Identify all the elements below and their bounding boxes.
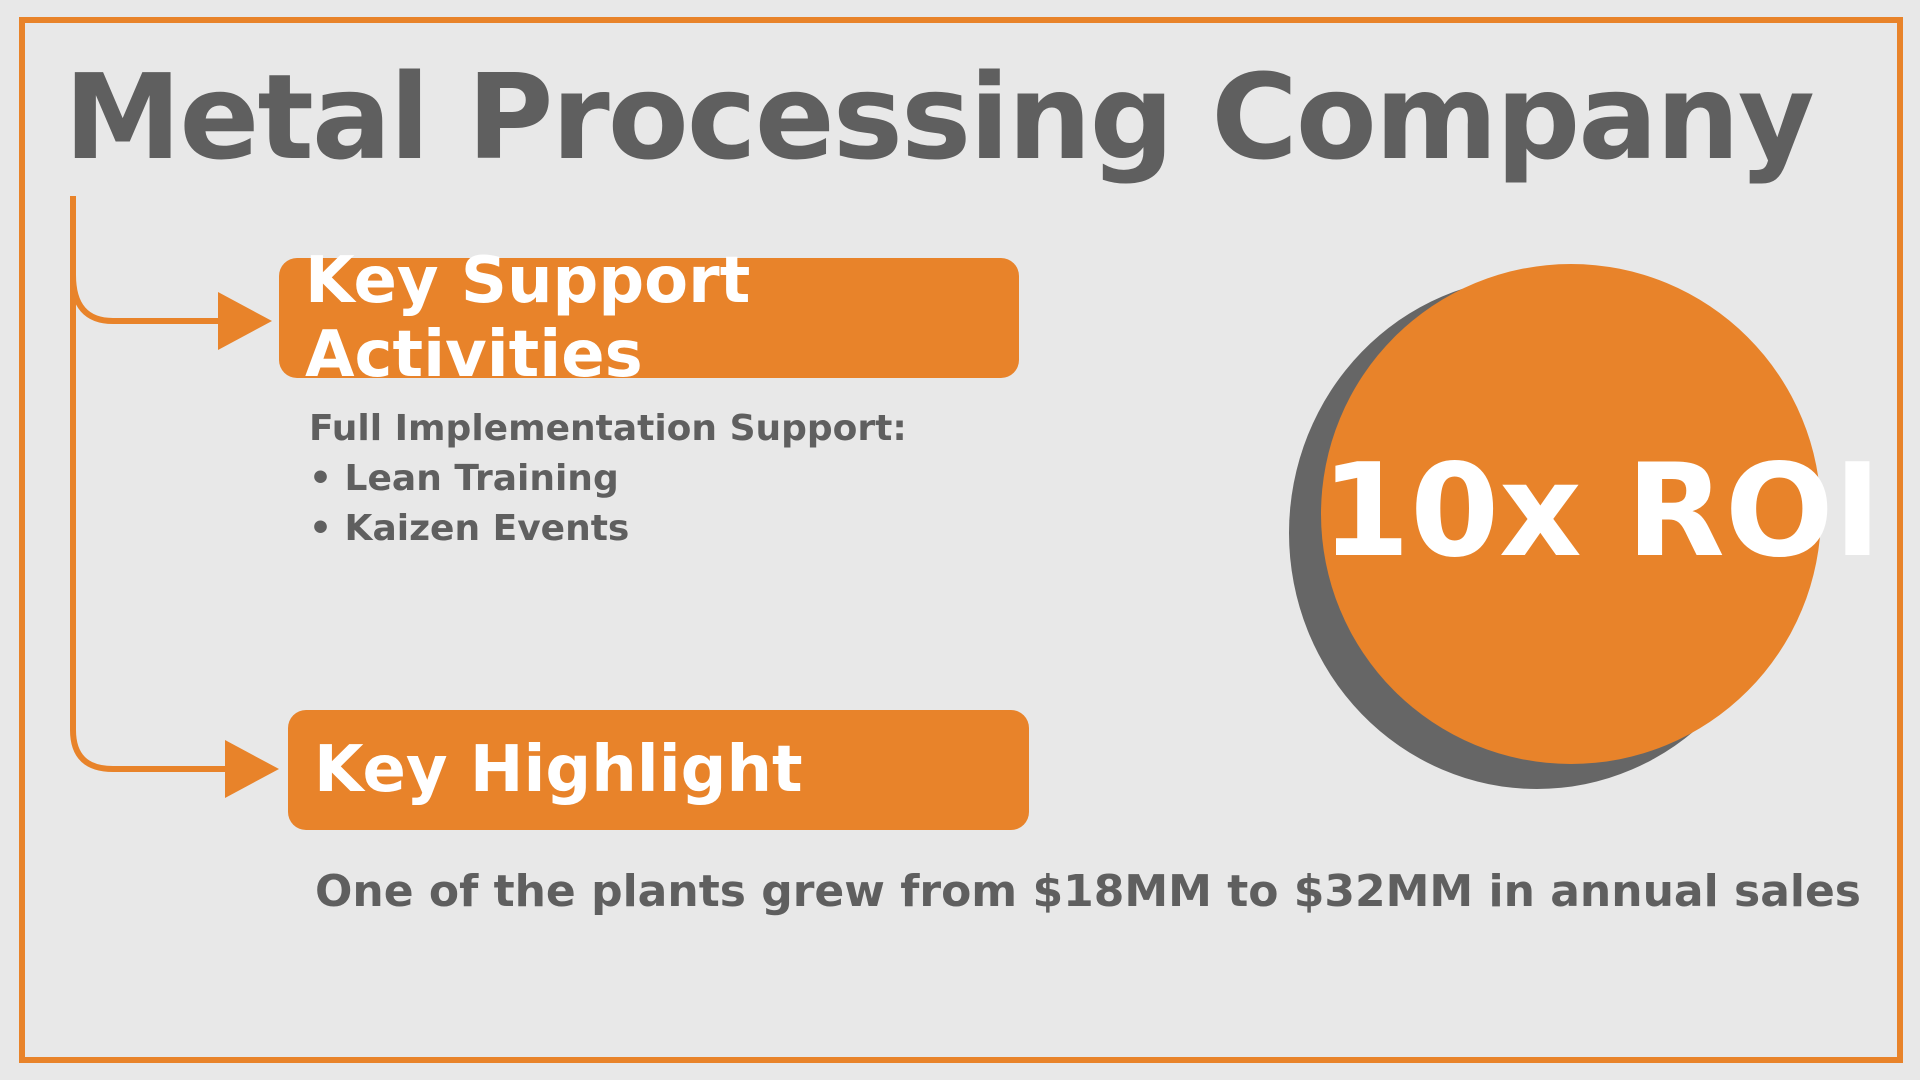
arrow — [225, 740, 279, 798]
bullet: • Kaizen Events — [309, 508, 630, 549]
text: One of the plants grew from $18MM to $32… — [315, 866, 1861, 917]
section-heading: Key Support Activities — [279, 244, 1019, 392]
bullet: • Lean Training — [309, 458, 619, 499]
callout: 10x ROI — [1321, 437, 1882, 586]
arrow — [218, 292, 272, 350]
connector — [70, 196, 235, 772]
frame — [19, 17, 1903, 1063]
circle — [1321, 264, 1821, 764]
text: Full Implementation Support: — [309, 408, 907, 449]
section-heading: Key Highlight — [288, 710, 1029, 830]
title: Metal Processing Company — [64, 48, 1815, 186]
connector — [70, 274, 225, 324]
